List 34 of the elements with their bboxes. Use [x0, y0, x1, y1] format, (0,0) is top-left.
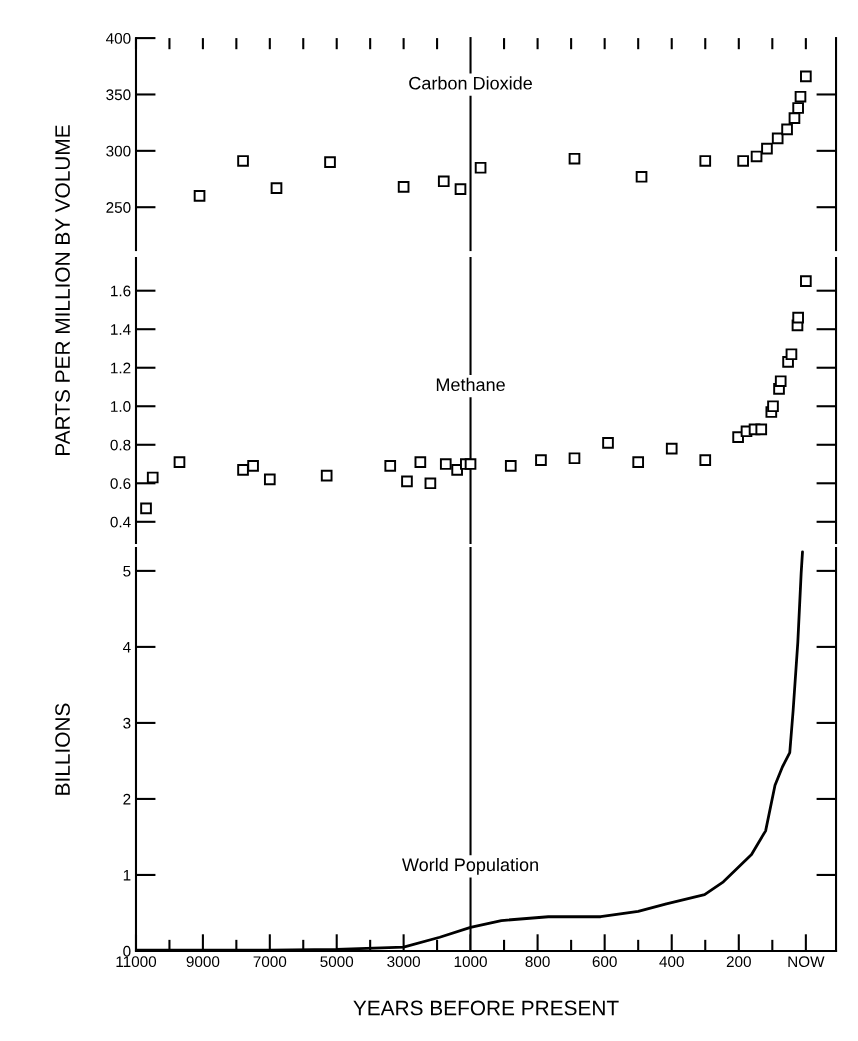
y-tick-label: 350: [106, 89, 131, 101]
y-tick-label: 0: [123, 945, 131, 957]
y-tick-label: 4: [122, 641, 131, 653]
y-tick-label: 0.8: [110, 439, 131, 451]
x-tick-label: 9000: [186, 956, 220, 968]
y-tick-label: 0.4: [110, 516, 131, 528]
y-tick-label: 1.0: [111, 401, 131, 412]
x-axis-title: YEARS BEFORE PRESENT: [353, 1000, 619, 1016]
y-tick-label: 300: [106, 145, 131, 157]
x-tick-label: 800: [525, 956, 550, 968]
x-tick-label: NOW: [788, 956, 825, 968]
y-tick-label: 1.4: [111, 324, 131, 335]
x-tick-label: 3000: [387, 956, 421, 968]
y-axis-title: PARTS PER MILLION BY VOLUME: [55, 125, 70, 455]
y-tick-label: 1.2: [111, 362, 131, 374]
y-tick-label: 2: [123, 793, 131, 805]
y-tick-label: 3: [123, 717, 131, 729]
x-tick-label: 7000: [253, 956, 287, 968]
x-tick-label: 600: [592, 956, 617, 968]
y-tick-label: 1.6: [111, 285, 131, 297]
y-tick-label: 1: [123, 869, 131, 881]
annotation: World Population: [402, 857, 538, 875]
x-tick-label: 400: [659, 956, 684, 968]
x-tick-label: 11000: [116, 956, 157, 968]
annotation: Methane: [436, 377, 505, 392]
x-tick-label: 1000: [454, 956, 487, 968]
y-tick-label: 400: [106, 32, 131, 44]
x-tick-label: 200: [726, 956, 751, 968]
y-tick-label: 0.6: [110, 478, 131, 489]
y-tick-label: 250: [106, 202, 131, 213]
y-tick-label: 5: [123, 565, 131, 577]
annotation: Carbon Dioxide: [409, 76, 532, 90]
y-axis-title: BILLIONS: [55, 703, 70, 795]
x-tick-label: 5000: [320, 956, 354, 968]
